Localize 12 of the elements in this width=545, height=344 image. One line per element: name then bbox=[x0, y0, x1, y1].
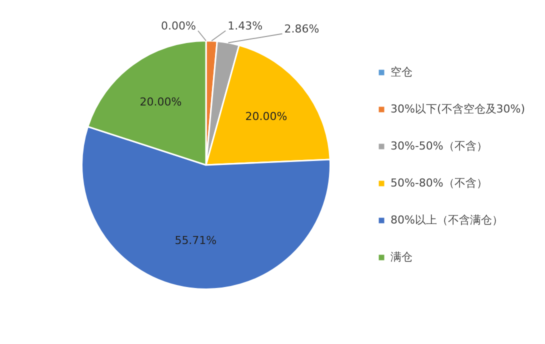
legend-label: 满仓 bbox=[390, 250, 413, 264]
data-label: 1.43% bbox=[228, 20, 263, 33]
text: 0.00% bbox=[161, 20, 196, 33]
legend-label: 30%以下(不含空仓及30%) bbox=[390, 102, 526, 116]
legend-label: 30%-50%（不含） bbox=[390, 139, 488, 152]
data-label: 20.00% bbox=[245, 110, 288, 123]
data-label: 20.00% bbox=[140, 96, 182, 109]
legend-label: 80%以上（不含满仓） bbox=[390, 213, 503, 226]
legend-label: 50%-80%（不含） bbox=[390, 176, 488, 190]
data-label: 2.86% bbox=[284, 22, 320, 36]
data-label: 55.71% bbox=[174, 234, 217, 248]
legend-label: 空仓 bbox=[390, 65, 413, 78]
